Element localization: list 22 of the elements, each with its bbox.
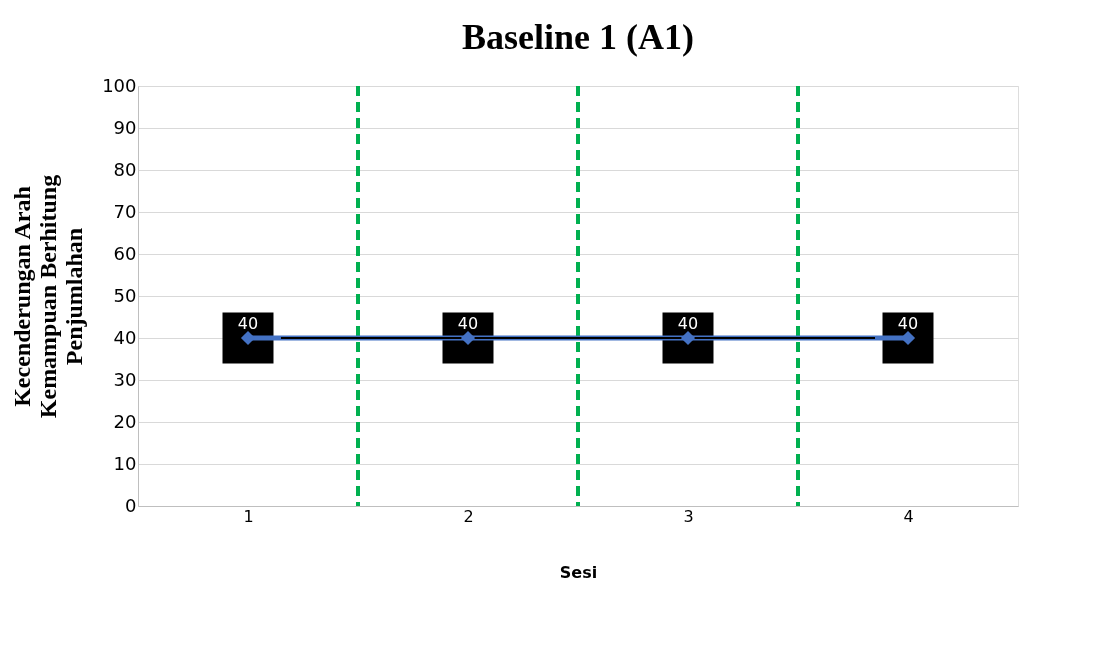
y-tick-label: 30 <box>113 368 137 390</box>
x-tick-label: 3 <box>683 506 694 526</box>
y-tick-label: 50 <box>113 284 137 306</box>
x-tick-label: 2 <box>463 506 474 526</box>
data-label: 40 <box>457 314 479 333</box>
data-label: 40 <box>897 314 919 333</box>
chart-title: Baseline 1 (A1) <box>462 17 694 57</box>
y-tick-label: 40 <box>113 326 137 348</box>
x-tick-label: 4 <box>903 506 914 526</box>
y-tick-label: 10 <box>113 452 137 474</box>
y-tick-label: 70 <box>113 200 137 222</box>
y-tick-label: 0 <box>125 494 137 516</box>
x-axis-title: Sesi <box>559 562 598 582</box>
y-tick-label: 60 <box>113 242 137 264</box>
y-tick-label: 80 <box>113 158 137 180</box>
y-tick-label: 100 <box>102 74 137 96</box>
y-tick-label: 90 <box>113 116 137 138</box>
y-tick-label: 20 <box>113 410 137 432</box>
data-label: 40 <box>237 314 259 333</box>
x-tick-label: 1 <box>243 506 254 526</box>
y-axis-title: Kecenderungan Arah Kemampuan Berhitung Penjumlahan <box>9 174 88 419</box>
data-label: 40 <box>677 314 699 333</box>
